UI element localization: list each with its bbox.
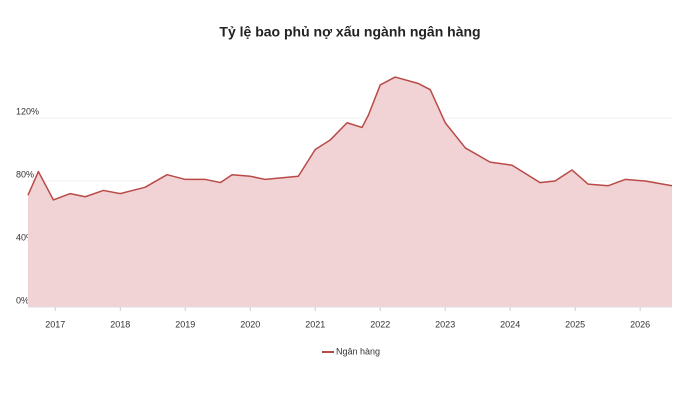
legend-label: Ngân hàng	[336, 346, 380, 356]
x-tick-label: 2026	[630, 319, 650, 329]
area-fill	[28, 77, 672, 307]
x-tick-label: 2024	[500, 319, 520, 329]
chart-title: Tỷ lệ bao phủ nợ xấu ngành ngân hàng	[219, 24, 480, 40]
y-tick-label: 120%	[16, 106, 39, 116]
y-tick-label: 80%	[16, 169, 34, 179]
y-tick-label: 40%	[16, 232, 34, 242]
x-tick-label: 2019	[175, 319, 195, 329]
y-tick-label: 0%	[16, 295, 29, 305]
x-tick-label: 2021	[305, 319, 325, 329]
x-tick-label: 2023	[435, 319, 455, 329]
x-tick-label: 2017	[45, 319, 65, 329]
x-tick-label: 2020	[240, 319, 260, 329]
line	[27, 76, 673, 201]
x-tick-label: 2025	[565, 319, 585, 329]
x-tick-label: 2018	[110, 319, 130, 329]
x-tick-label: 2022	[370, 319, 390, 329]
